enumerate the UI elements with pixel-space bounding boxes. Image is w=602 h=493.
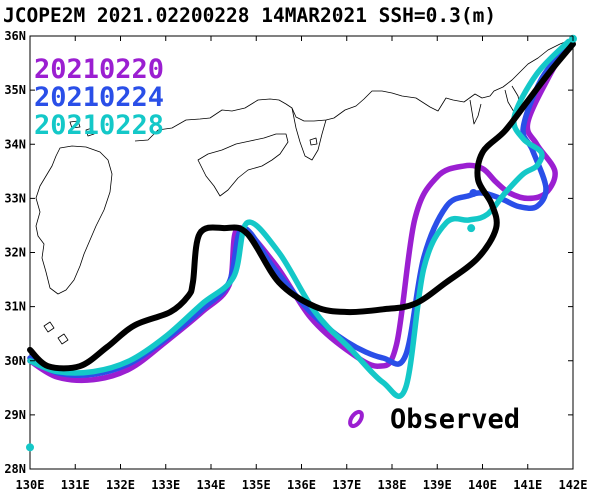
x-tick-label: 131E bbox=[61, 478, 90, 492]
x-tick-label: 132E bbox=[106, 478, 135, 492]
legend-entry-20210220: 20210220 bbox=[34, 54, 164, 85]
legend-entry-20210228: 20210228 bbox=[34, 110, 164, 141]
coastline bbox=[35, 39, 571, 345]
x-tick-label: 133E bbox=[151, 478, 180, 492]
coastline-islands bbox=[43, 120, 318, 345]
observed-legend: Observed bbox=[348, 404, 520, 435]
y-tick-label: 34N bbox=[4, 137, 26, 151]
coastline-kii bbox=[291, 107, 327, 161]
y-tick-label: 36N bbox=[4, 29, 26, 43]
coastline-honshu bbox=[134, 39, 571, 142]
y-tick-label: 29N bbox=[4, 408, 26, 422]
x-tick-label: 139E bbox=[423, 478, 452, 492]
marker-point bbox=[26, 443, 34, 452]
x-axis: 130E 131E 132E 133E 134E 135E 136E 137E 138E 139E… bbox=[16, 36, 588, 492]
coastline-kyushu bbox=[35, 145, 113, 295]
y-tick-label: 28N bbox=[4, 462, 26, 476]
y-tick-label: 35N bbox=[4, 83, 26, 97]
x-tick-label: 134E bbox=[197, 478, 226, 492]
x-tick-label: 141E bbox=[513, 478, 542, 492]
x-tick-label: 140E bbox=[468, 478, 497, 492]
y-tick-label: 30N bbox=[4, 354, 26, 368]
coastline-izu bbox=[469, 99, 482, 125]
marker-point bbox=[467, 224, 476, 233]
coastline-shikoku bbox=[197, 133, 289, 197]
x-tick-label: 137E bbox=[332, 478, 361, 492]
map-title: JCOPE2M 2021.02200228 14MAR2021 SSH=0.3(… bbox=[3, 4, 496, 27]
legend-entry-20210224: 20210224 bbox=[34, 82, 164, 113]
y-tick-label: 32N bbox=[4, 246, 26, 260]
y-tick-label: 33N bbox=[4, 191, 26, 205]
y-axis: 36N 35N 34N 33N 32N 31N 30N 29N 28N bbox=[4, 29, 573, 476]
x-tick-label: 136E bbox=[287, 478, 316, 492]
observed-marker bbox=[348, 409, 364, 429]
y-tick-label: 31N bbox=[4, 300, 26, 314]
observed-label: Observed bbox=[390, 404, 520, 435]
x-tick-label: 138E bbox=[378, 478, 407, 492]
marker-point bbox=[469, 188, 478, 197]
ssh-contours bbox=[27, 38, 576, 399]
track-20210228 bbox=[27, 38, 572, 399]
track-observed bbox=[27, 41, 576, 372]
x-tick-label: 130E bbox=[16, 478, 45, 492]
x-tick-label: 135E bbox=[242, 478, 271, 492]
x-tick-label: 142E bbox=[559, 478, 588, 492]
